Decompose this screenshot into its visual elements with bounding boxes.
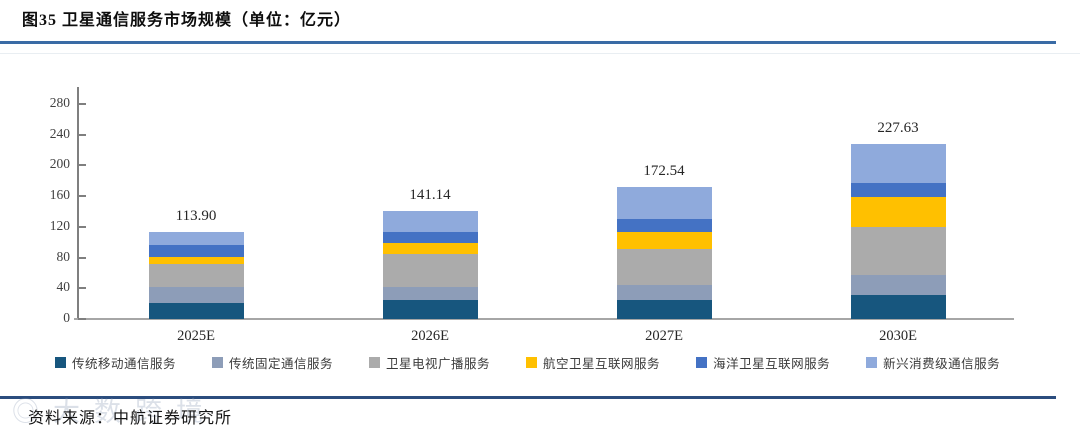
x-tick-label: 2026E xyxy=(411,328,449,344)
y-tick-mark xyxy=(78,287,86,290)
y-tick-mark xyxy=(78,133,86,136)
bar-segment-海洋卫星互联网服务 xyxy=(382,232,478,243)
y-tick-label: 200 xyxy=(49,156,70,172)
bar-total-label: 141.14 xyxy=(409,186,451,203)
bar-segment-海洋卫星互联网服务 xyxy=(148,244,244,257)
legend-swatch-icon xyxy=(696,357,708,368)
y-tick-label: 40 xyxy=(56,279,71,295)
bar-total-label: 227.63 xyxy=(877,120,919,137)
legend-swatch-icon xyxy=(212,357,224,368)
legend-swatch-icon xyxy=(866,357,878,368)
figure-title: 图35 卫星通信服务市场规模（单位：亿元） xyxy=(22,12,352,29)
bar-segment-新兴消费级通信服务 xyxy=(850,144,946,183)
legend-item: 传统移动通信服务 xyxy=(55,353,176,372)
legend: 传统移动通信服务 传统固定通信服务 卫星电视广播服务 航空卫星互联网服务 海洋卫星互联网… xyxy=(55,353,1000,372)
y-axis-line xyxy=(77,87,79,319)
title-divider xyxy=(0,41,1056,44)
legend-item: 传统固定通信服务 xyxy=(212,353,333,372)
legend-swatch-icon xyxy=(369,357,381,368)
bar-segment-传统固定通信服务 xyxy=(616,284,712,301)
x-tick-label: 2027E xyxy=(645,328,683,344)
bar-segment-卫星电视广播服务 xyxy=(616,248,712,285)
y-tick-mark xyxy=(78,256,86,259)
x-axis-line xyxy=(74,318,1014,320)
legend-label: 卫星电视广播服务 xyxy=(386,357,491,371)
y-tick-mark xyxy=(78,103,86,105)
bar-segment-海洋卫星互联网服务 xyxy=(850,182,946,197)
bottom-divider xyxy=(0,396,1056,399)
y-tick-label: 0 xyxy=(63,310,70,325)
legend-item: 卫星电视广播服务 xyxy=(369,353,490,372)
bar-segment-航空卫星互联网服务 xyxy=(850,196,946,227)
legend-label: 传统移动通信服务 xyxy=(72,357,177,371)
y-tick-label: 280 xyxy=(49,95,70,110)
bar-total-label: 113.90 xyxy=(175,207,217,224)
bar-segment-传统固定通信服务 xyxy=(382,287,478,301)
legend-label: 航空卫星互联网服务 xyxy=(543,357,661,371)
y-tick-mark xyxy=(78,225,86,228)
legend-label: 传统固定通信服务 xyxy=(229,357,334,371)
bar-segment-传统固定通信服务 xyxy=(148,286,244,304)
chart-panel: 0 40 80 120 160 200 240 280 113.90 141.14 172.54 2… xyxy=(0,53,1080,379)
bar-segment-传统移动通信服务 xyxy=(616,300,712,319)
legend-label: 新兴消费级通信服务 xyxy=(883,357,1001,371)
legend-swatch-icon xyxy=(526,357,538,368)
y-tick-label: 160 xyxy=(49,187,70,203)
bar-segment-传统移动通信服务 xyxy=(850,295,946,319)
y-tick-mark xyxy=(78,164,86,167)
bar-segment-传统移动通信服务 xyxy=(148,303,244,319)
bar-segment-卫星电视广播服务 xyxy=(148,264,244,287)
bar-segment-航空卫星互联网服务 xyxy=(616,232,712,249)
bar-segment-新兴消费级通信服务 xyxy=(616,186,712,220)
y-tick-label: 80 xyxy=(56,248,71,264)
legend-swatch-icon xyxy=(55,357,66,368)
legend-item: 新兴消费级通信服务 xyxy=(866,353,1000,372)
bar-segment-传统移动通信服务 xyxy=(382,300,478,319)
x-tick-label: 2030E xyxy=(879,328,917,344)
legend-item: 海洋卫星互联网服务 xyxy=(696,353,830,372)
y-tick-label: 120 xyxy=(49,217,70,233)
legend-label: 海洋卫星互联网服务 xyxy=(713,357,831,371)
bar-segment-传统固定通信服务 xyxy=(850,274,946,296)
bar-total-label: 172.54 xyxy=(643,162,685,179)
y-tick-mark xyxy=(78,318,86,320)
source-text: 资料来源：中航证券研究所 xyxy=(28,410,233,427)
bar-segment-航空卫星互联网服务 xyxy=(148,256,244,265)
bar-segment-卫星电视广播服务 xyxy=(850,226,946,275)
legend-item: 航空卫星互联网服务 xyxy=(526,353,660,372)
bar-segment-海洋卫星互联网服务 xyxy=(616,219,712,233)
x-tick-label: 2025E xyxy=(177,328,215,344)
y-tick-label: 240 xyxy=(49,125,70,141)
y-tick-mark xyxy=(78,195,86,198)
bar-segment-航空卫星互联网服务 xyxy=(382,242,478,254)
bar-segment-新兴消费级通信服务 xyxy=(382,210,478,233)
bar-segment-新兴消费级通信服务 xyxy=(148,231,244,245)
bar-segment-卫星电视广播服务 xyxy=(382,253,478,288)
